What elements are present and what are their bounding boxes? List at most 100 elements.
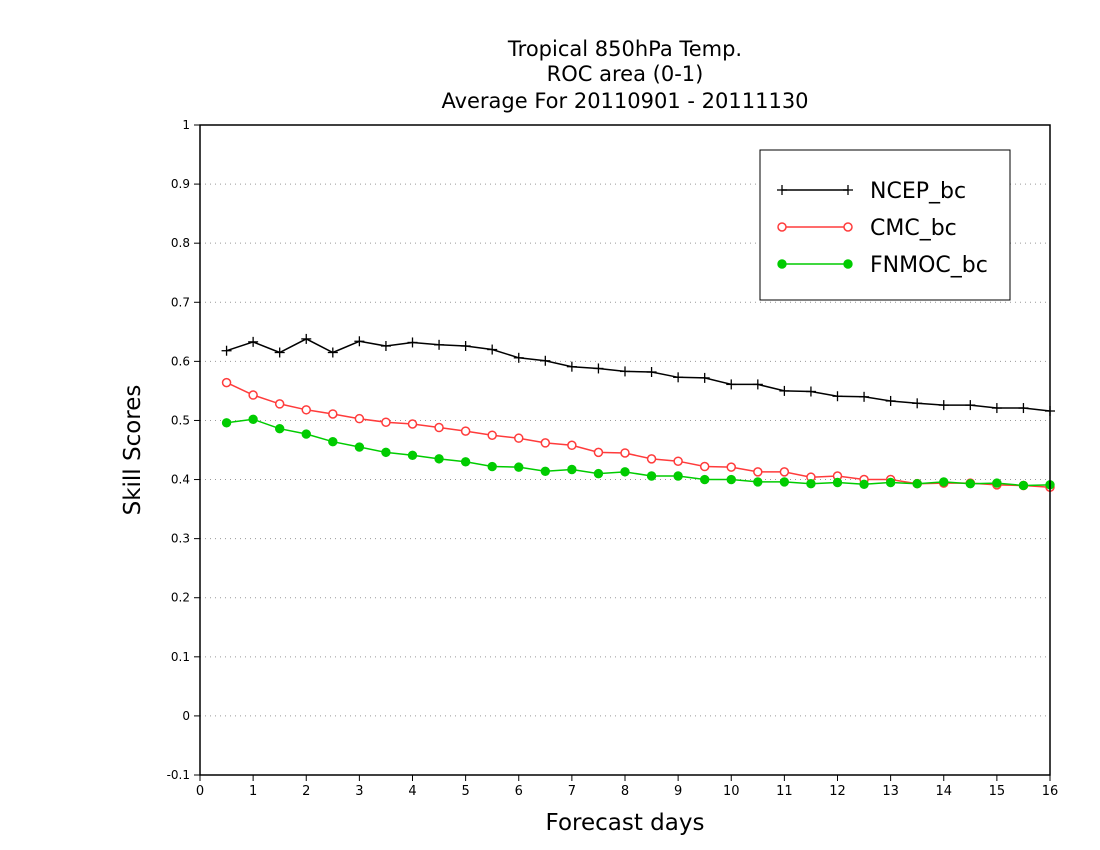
y-tick-label: 0.1	[171, 650, 190, 664]
data-point-cmc-bc	[620, 448, 630, 458]
data-point-fnmoc-bc	[779, 477, 790, 487]
y-tick-label: 0.9	[171, 177, 190, 191]
x-tick-label: 6	[515, 784, 523, 799]
data-point-ncep-bc	[726, 379, 737, 390]
y-tick-label: 0.7	[171, 295, 190, 309]
data-point-fnmoc-bc	[832, 477, 843, 488]
data-point-cmc-bc	[248, 390, 258, 400]
data-point-fnmoc-bc	[620, 467, 630, 477]
x-tick-label: 0	[196, 784, 204, 799]
series-line-cmc-bc	[226, 381, 1051, 488]
data-point-fnmoc-bc	[992, 478, 1002, 488]
data-point-fnmoc-bc	[939, 477, 949, 487]
legend-label-fnmoc-bc: FNMOC_bc	[870, 253, 988, 278]
series-line-ncep-bc	[226, 338, 1051, 412]
grid-lines	[200, 183, 1050, 717]
legend-marker-cmc-bc	[843, 222, 853, 232]
data-point-cmc-bc	[726, 462, 736, 472]
x-axis-label: Forecast days	[545, 810, 705, 836]
x-tick-label: 15	[989, 784, 1006, 799]
data-point-cmc-bc	[434, 422, 444, 433]
chart-title-line-3: Average For 20110901 - 20111130	[441, 89, 809, 113]
x-tick-label: 3	[355, 784, 363, 799]
data-point-ncep-bc	[487, 344, 498, 355]
data-point-ncep-bc	[248, 336, 259, 347]
x-tick-label: 8	[621, 784, 629, 799]
data-point-ncep-bc	[1018, 403, 1029, 414]
data-point-cmc-bc	[274, 399, 285, 409]
data-point-cmc-bc	[514, 433, 524, 443]
data-point-fnmoc-bc	[753, 477, 763, 487]
x-tick-label: 12	[829, 784, 846, 799]
data-point-cmc-bc	[381, 417, 391, 427]
data-point-ncep-bc	[832, 391, 843, 402]
data-point-fnmoc-bc	[301, 429, 311, 439]
legend-marker-ncep-bc	[843, 185, 853, 195]
data-point-cmc-bc	[487, 430, 497, 440]
x-tick-label: 11	[776, 784, 793, 799]
data-point-fnmoc-bc	[487, 461, 497, 472]
data-point-cmc-bc	[646, 454, 657, 464]
data-point-cmc-bc	[354, 413, 365, 424]
data-point-ncep-bc	[620, 366, 630, 377]
data-point-fnmoc-bc	[1018, 480, 1029, 491]
data-point-fnmoc-bc	[381, 447, 391, 458]
data-point-fnmoc-bc	[885, 477, 896, 488]
x-tick-label: 16	[1042, 784, 1059, 799]
legend-box	[759, 149, 1011, 301]
chart-title-line-1: Tropical 850hPa Temp.	[507, 37, 743, 61]
legend-label-ncep-bc: NCEP_bc	[870, 179, 966, 204]
x-tick-label: 2	[302, 784, 310, 799]
data-point-ncep-bc	[859, 391, 870, 402]
data-point-cmc-bc	[567, 440, 577, 451]
series-line-fnmoc-bc	[226, 418, 1051, 487]
data-point-fnmoc-bc	[965, 478, 976, 489]
data-point-ncep-bc	[221, 345, 232, 356]
chart-title-line-2: ROC area (0-1)	[546, 62, 704, 86]
y-axis-label: Skill Scores	[120, 384, 146, 516]
data-point-fnmoc-bc	[567, 464, 577, 475]
data-point-ncep-bc	[301, 333, 312, 344]
data-point-ncep-bc	[434, 339, 445, 350]
data-point-cmc-bc	[301, 405, 311, 415]
data-point-fnmoc-bc	[514, 462, 524, 472]
data-point-fnmoc-bc	[354, 442, 365, 452]
data-point-fnmoc-bc	[859, 479, 869, 489]
series-fnmoc-bc	[221, 414, 1055, 491]
data-point-fnmoc-bc	[806, 478, 816, 489]
y-tick-label: 0.8	[171, 236, 190, 250]
data-point-cmc-bc	[593, 447, 604, 458]
y-tick-label: 0	[182, 709, 190, 723]
data-point-ncep-bc	[805, 386, 816, 397]
data-point-ncep-bc	[991, 403, 1002, 414]
data-point-ncep-bc	[912, 398, 923, 409]
data-point-ncep-bc	[699, 372, 710, 383]
y-tick-label: 0.6	[171, 354, 190, 368]
data-point-fnmoc-bc	[460, 457, 471, 467]
data-point-cmc-bc	[753, 467, 763, 477]
x-tick-label: 7	[568, 784, 576, 799]
x-tick-label: 4	[408, 784, 416, 799]
data-point-ncep-bc	[327, 347, 338, 358]
data-point-ncep-bc	[885, 395, 896, 406]
data-point-ncep-bc	[752, 379, 763, 390]
data-point-cmc-bc	[673, 456, 683, 466]
data-point-cmc-bc	[221, 377, 232, 388]
data-point-fnmoc-bc	[912, 478, 922, 489]
data-point-fnmoc-bc	[434, 454, 444, 464]
data-point-cmc-bc	[407, 419, 418, 429]
data-point-ncep-bc	[593, 363, 604, 374]
data-point-fnmoc-bc	[673, 471, 683, 481]
series-ncep-bc	[221, 333, 1055, 416]
data-point-ncep-bc	[274, 347, 285, 358]
data-point-fnmoc-bc	[328, 437, 338, 447]
y-tick-label: -0.1	[167, 768, 190, 782]
data-point-cmc-bc	[540, 438, 551, 448]
axis-ticks: -0.100.10.20.30.40.50.60.70.80.910 1 2 3 4 5 6…	[167, 118, 1059, 799]
data-point-fnmoc-bc	[646, 471, 657, 481]
data-point-cmc-bc	[779, 467, 790, 477]
y-tick-label: 0.4	[171, 473, 190, 487]
data-point-fnmoc-bc	[407, 450, 418, 461]
data-point-cmc-bc	[699, 461, 710, 472]
